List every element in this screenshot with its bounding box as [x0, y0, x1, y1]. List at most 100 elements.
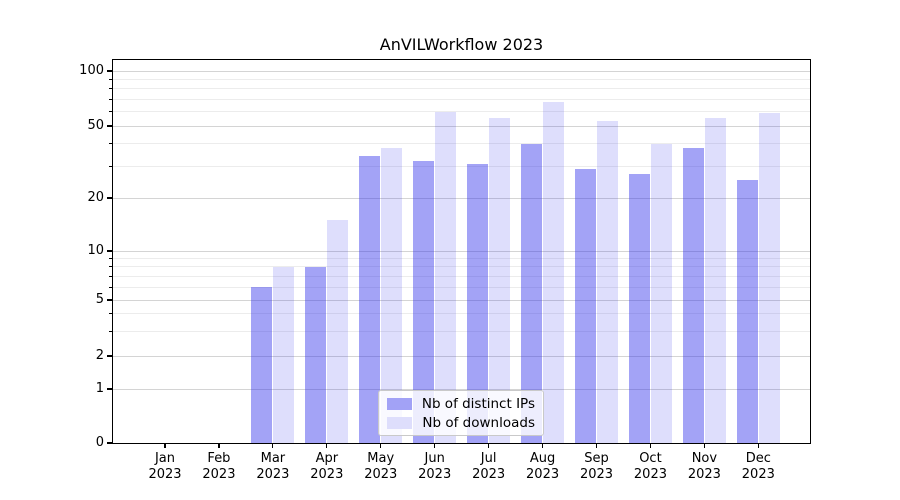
x-tick-label: Oct 2023 [618, 451, 682, 482]
bar-downloads [327, 219, 349, 443]
bar-downloads [489, 118, 511, 443]
gridline-minor [113, 78, 810, 80]
y-tick [107, 125, 112, 127]
x-tick-year: 2023 [687, 466, 721, 482]
gridline-minor [113, 286, 810, 288]
y-minor-tick [109, 313, 112, 315]
x-tick-year: 2023 [310, 466, 344, 482]
y-minor-tick [109, 257, 112, 259]
plot-area [112, 59, 811, 444]
y-minor-tick [109, 286, 112, 288]
x-tick-month: Sep [584, 451, 609, 466]
bar-downloads [758, 112, 780, 443]
y-tick [107, 442, 112, 444]
gridline-minor [113, 143, 810, 145]
gridline-major [113, 197, 810, 199]
y-tick [107, 355, 112, 357]
x-tick [541, 444, 544, 448]
x-tick-year: 2023 [148, 466, 182, 482]
gridline-minor [113, 266, 810, 268]
x-tick-label: Mar 2023 [241, 451, 305, 482]
x-tick-year: 2023 [526, 466, 560, 482]
x-tick [488, 444, 490, 448]
y-minor-tick [109, 143, 112, 145]
y-minor-tick [109, 165, 112, 167]
bar-downloads [543, 101, 565, 443]
gridline-minor [113, 330, 810, 332]
gridline-minor [113, 98, 810, 100]
x-tick-label: Nov 2023 [672, 451, 736, 482]
y-tick-label: 2 [95, 348, 104, 363]
gridline-minor [113, 165, 810, 167]
y-minor-tick [109, 78, 112, 80]
gridline-major [113, 355, 810, 357]
bar-downloads [381, 147, 403, 443]
x-tick [326, 444, 328, 448]
gridline-minor [113, 257, 810, 259]
bar-downloads [704, 118, 726, 443]
y-minor-tick [109, 330, 112, 332]
legend-label-distinct-ips: Nb of distinct IPs [421, 395, 535, 412]
x-tick [703, 444, 705, 448]
x-tick [757, 444, 759, 448]
x-tick-label: Jan 2023 [133, 451, 197, 482]
y-tick-label: 1 [95, 381, 104, 396]
x-tick-month: Aug [529, 451, 556, 466]
y-tick [107, 388, 112, 390]
x-tick-label: Feb 2023 [187, 451, 251, 482]
bar-distinct-ips [467, 163, 489, 443]
x-tick [380, 444, 382, 448]
y-tick-label: 50 [87, 118, 104, 133]
x-tick [434, 444, 436, 448]
bar-distinct-ips [413, 161, 435, 443]
bar-downloads [435, 111, 457, 443]
gridline-minor [113, 111, 810, 113]
bar-distinct-ips [521, 143, 543, 443]
x-tick-label: Aug 2023 [511, 451, 575, 482]
bar-distinct-ips [736, 180, 758, 443]
x-tick-month: Feb [207, 451, 231, 466]
x-tick-month: Jul [480, 451, 497, 466]
bar-downloads [273, 266, 295, 443]
x-tick-label: Jul 2023 [457, 451, 521, 482]
y-tick [107, 197, 112, 199]
y-tick-label: 0 [95, 435, 104, 450]
gridline-minor [113, 275, 810, 277]
legend-swatch-downloads [387, 416, 413, 429]
x-tick-month: Dec [745, 451, 771, 466]
bar-downloads [597, 121, 619, 443]
y-tick [107, 250, 112, 252]
x-tick [649, 444, 652, 448]
x-tick-year: 2023 [472, 466, 506, 482]
y-minor-tick [109, 266, 112, 268]
y-minor-tick [109, 111, 112, 113]
gridline-major [113, 125, 810, 127]
x-tick-year: 2023 [202, 466, 236, 482]
y-tick-label: 20 [87, 190, 104, 205]
x-tick-label: May 2023 [349, 451, 413, 482]
x-tick [272, 444, 274, 448]
x-tick-year: 2023 [579, 466, 614, 482]
gridline-major [113, 299, 810, 301]
chart-title: AnVILWorkflow 2023 [379, 35, 544, 54]
x-tick-month: Mar [260, 451, 286, 466]
gridline-major [113, 70, 810, 72]
x-tick [595, 444, 598, 448]
x-tick-year: 2023 [256, 466, 290, 482]
bar-distinct-ips [305, 266, 327, 443]
x-tick-label: Sep 2023 [565, 451, 629, 482]
y-tick-label: 5 [95, 292, 104, 307]
gridline-minor [113, 88, 810, 90]
x-tick [218, 444, 220, 448]
y-minor-tick [109, 275, 112, 277]
gridline-major [113, 388, 810, 390]
bar-downloads [650, 143, 672, 443]
legend-item: Nb of downloads [387, 415, 535, 431]
x-tick-label: Apr 2023 [295, 451, 359, 482]
y-tick-label: 10 [87, 243, 104, 258]
bar-distinct-ips [575, 168, 597, 443]
x-tick-month: Apr [315, 451, 339, 466]
x-tick-month: May [367, 451, 395, 466]
legend-label-downloads: Nb of downloads [422, 414, 535, 431]
